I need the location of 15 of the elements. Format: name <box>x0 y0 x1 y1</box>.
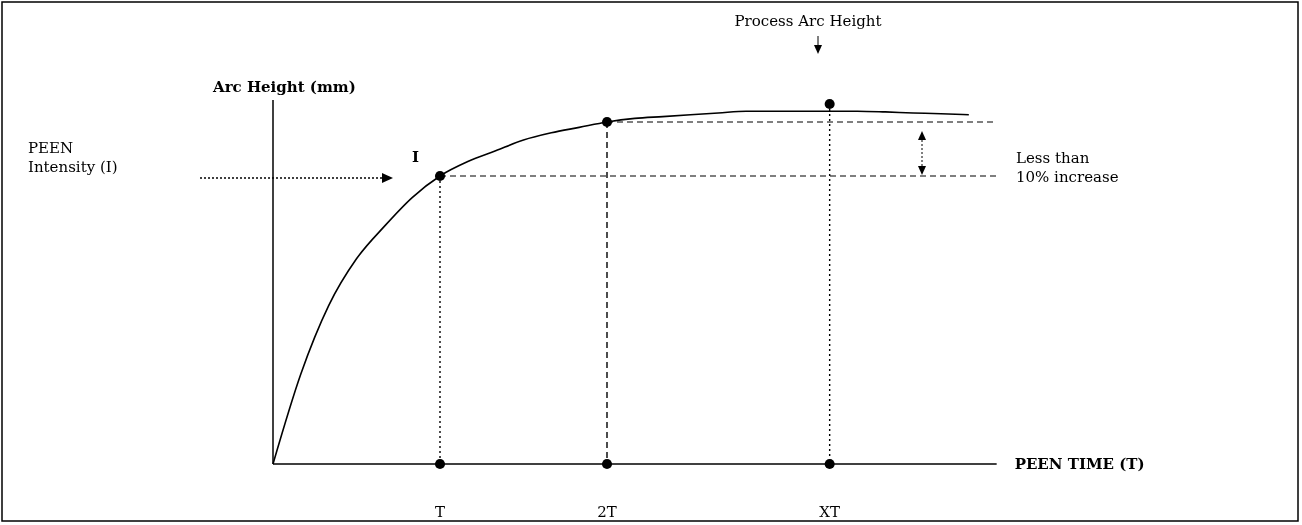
text: Process Arc Height <box>734 12 882 30</box>
point <box>824 458 835 470</box>
x-tick-label: T <box>434 503 446 521</box>
x-axis-title: PEEN TIME (T) <box>1014 455 1145 473</box>
annotation: I <box>412 148 420 166</box>
point <box>601 116 613 128</box>
text: Less than 10% increase <box>1016 149 1119 186</box>
x-tick-label: 2T <box>597 503 617 521</box>
text: PEEN Intensity (I) <box>28 139 118 176</box>
point <box>434 170 446 182</box>
x-tick-label: XT <box>819 503 841 521</box>
point <box>434 458 446 470</box>
point <box>824 98 835 110</box>
point <box>601 458 613 470</box>
y-axis-title: Arc Height (mm) <box>212 78 356 96</box>
